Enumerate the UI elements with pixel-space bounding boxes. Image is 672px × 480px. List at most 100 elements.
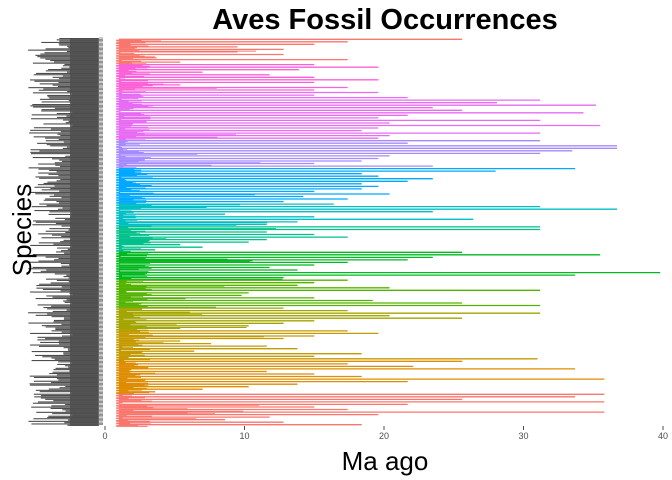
species-tick-label [31, 351, 99, 353]
x-tick-label: 20 [379, 431, 389, 441]
species-tick-label [33, 74, 99, 76]
species-tick-label [33, 380, 98, 382]
species-tick-label [34, 127, 98, 129]
species-tick-label [34, 376, 98, 378]
species-tick-label [39, 391, 98, 393]
species-tick-label [40, 53, 98, 55]
species-tick-label [29, 383, 98, 385]
species-tick-label [32, 272, 99, 274]
species-tick-label [35, 176, 98, 178]
species-tick-label [41, 325, 98, 327]
x-tick-label: 10 [239, 431, 249, 441]
species-tick-label [36, 287, 98, 289]
species-tick-label [28, 167, 99, 169]
species-tick-label [36, 285, 98, 287]
x-axis-title: Ma ago [342, 446, 429, 476]
species-tick-label [32, 104, 98, 106]
species-tick-label [32, 92, 98, 94]
species-tick-label [41, 41, 98, 43]
species-tick-label [33, 393, 98, 395]
species-tick-label [31, 118, 99, 120]
species-tick-label [37, 304, 98, 306]
x-tick-label: 0 [102, 431, 107, 441]
species-tick-label [33, 106, 98, 108]
species-tick-label [34, 186, 98, 188]
species-tick-label [35, 389, 98, 391]
species-tick-label [28, 87, 98, 89]
species-tick-label [37, 339, 98, 341]
species-tick-label [33, 136, 98, 138]
species-tick-label [34, 396, 98, 398]
species-tick-label [32, 157, 99, 159]
species-tick-label [41, 189, 98, 191]
species-tick-label [37, 336, 98, 338]
species-tick-label [40, 397, 98, 399]
species-tick-label [36, 411, 98, 413]
species-tick-label [41, 109, 98, 111]
species-tick-label [37, 56, 98, 58]
species-tick-label [38, 168, 98, 170]
y-tick-labels [28, 37, 103, 426]
species-tick-label [30, 105, 98, 107]
species-tick-label [39, 83, 98, 85]
species-tick-label [39, 177, 98, 179]
species-tick-label [40, 341, 98, 343]
species-tick-label [37, 184, 98, 186]
x-tick-label: 40 [658, 431, 668, 441]
species-tick-label [33, 220, 98, 222]
species-tick-label [32, 266, 98, 268]
x-tick-label: 30 [518, 431, 528, 441]
species-tick-label [38, 233, 98, 235]
chart-title: Aves Fossil Occurrences [212, 4, 558, 36]
species-tick-label [28, 322, 98, 324]
species-tick-label [29, 375, 98, 377]
species-tick-label [37, 401, 98, 403]
species-tick-label [36, 72, 98, 74]
species-tick-label [35, 354, 98, 356]
species-tick-label [31, 114, 99, 116]
species-tick-label [30, 244, 99, 246]
species-tick-label [39, 98, 98, 100]
species-tick-label [39, 283, 98, 285]
species-tick-label [28, 312, 99, 314]
species-tick-label [40, 57, 98, 59]
species-tick-label [39, 203, 98, 205]
species-tick-label [28, 420, 98, 422]
species-tick-label [38, 163, 98, 165]
species-tick-label [35, 314, 98, 316]
x-axis: 0 10 20 30 40 [102, 426, 668, 441]
species-tick-label [41, 237, 98, 239]
species-tick-label [41, 110, 98, 112]
species-tick-label [31, 406, 99, 408]
species-tick-label [39, 150, 98, 152]
species-tick-label [38, 260, 98, 262]
species-tick-label [35, 298, 98, 300]
species-tick-label [41, 101, 98, 103]
species-tick-label [35, 221, 98, 223]
species-tick-label [30, 332, 99, 334]
species-tick-label [33, 402, 98, 404]
species-tick-label [30, 344, 99, 346]
species-tick-label [38, 242, 98, 244]
species-tick-label [30, 151, 98, 153]
species-tick-label [30, 291, 99, 293]
species-tick-label [30, 129, 99, 131]
species-tick-label [30, 79, 98, 81]
species-tick-label [35, 193, 98, 195]
species-tick-label [35, 54, 98, 56]
species-tick-label-block [70, 38, 99, 426]
species-tick-label [38, 89, 98, 91]
species-tick-label [34, 80, 98, 82]
species-tick-label [30, 191, 99, 193]
species-tick-label [31, 206, 99, 208]
species-tick-label [29, 132, 99, 134]
species-tick-label [40, 270, 98, 272]
plot-area [116, 38, 661, 427]
species-tick-label [32, 224, 98, 226]
species-tick-label [34, 210, 98, 212]
species-tick-label [30, 153, 98, 155]
species-tick-label [41, 395, 98, 397]
species-tick-label [31, 360, 99, 362]
species-tick-label [38, 172, 98, 174]
